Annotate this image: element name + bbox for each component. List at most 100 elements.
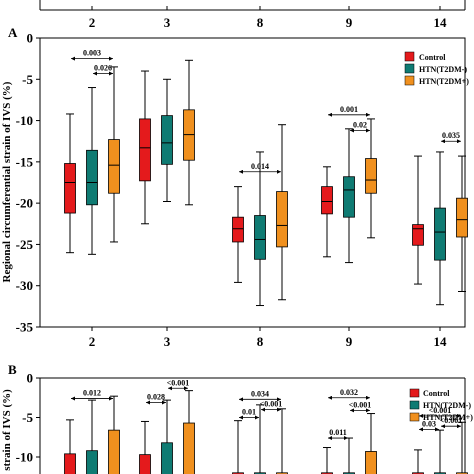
panel-a-x-tick-label: 14: [434, 334, 448, 349]
panel-a-y-tick-label: -25: [16, 237, 34, 252]
box-htn-t2dm-neg: [254, 151, 266, 307]
legend-swatch-htn-t2dm-pos: [409, 412, 420, 422]
box-control: [232, 420, 244, 474]
panel-a-x-tick-label: 9: [346, 334, 353, 349]
box-control: [412, 155, 424, 285]
legend-label-htn-t2dm-neg: HTN(T2DM-): [419, 65, 467, 74]
box-iqr: [456, 197, 468, 238]
panel-b-y-tick-label: -5: [22, 410, 33, 425]
legend-swatch-control: [409, 388, 420, 398]
box-iqr: [183, 422, 195, 474]
box-htn-t2dm-pos: [365, 413, 377, 474]
box-iqr: [343, 176, 355, 218]
panel-a-y-tick-label: -5: [22, 72, 33, 87]
significance-label: 0.01: [242, 408, 256, 417]
panel-a-y-axis-label: Regional circumferential strain of IVS (…: [1, 81, 13, 282]
box-htn-t2dm-neg: [254, 404, 266, 474]
box-iqr: [232, 472, 244, 474]
box-iqr: [108, 429, 120, 474]
significance-annotation: 0.026: [93, 64, 113, 76]
box-htn-t2dm-neg: [86, 87, 98, 255]
panel-a-y-tick-label: -20: [16, 196, 33, 211]
box-htn-t2dm-neg: [343, 437, 355, 474]
box-htn-t2dm-pos: [183, 59, 195, 206]
box-htn-t2dm-pos: [276, 408, 288, 474]
panel-a-label: A: [8, 25, 18, 40]
box-iqr: [412, 472, 424, 474]
panel-b-y-tick-label: 0: [27, 371, 34, 386]
panel-a-y-tick-label: -10: [16, 113, 33, 128]
significance-annotation: <0.001: [260, 400, 283, 412]
significance-label: 0.028: [147, 392, 165, 401]
box-control: [232, 186, 244, 283]
significance-annotation: 0.034: [239, 389, 281, 402]
box-control: [321, 447, 333, 474]
box-iqr: [64, 163, 76, 214]
box-iqr: [412, 224, 424, 246]
box-iqr: [321, 186, 333, 215]
box-control: [412, 449, 424, 474]
panel-b-label: B: [8, 362, 17, 377]
significance-annotation: <0.001: [167, 378, 190, 391]
legend-label-control: Control: [419, 53, 446, 62]
significance-annotation: 0.028: [146, 392, 166, 405]
box-iqr: [161, 115, 173, 165]
significance-label: 0.003: [83, 49, 101, 58]
significance-annotation: 0.03: [419, 419, 439, 432]
box-iqr: [254, 472, 266, 474]
significance-label: <0.001: [167, 378, 190, 387]
significance-label: 0.02: [353, 120, 367, 129]
significance-label: 0.012: [83, 389, 101, 398]
box-htn-t2dm-neg: [434, 151, 446, 306]
significance-label: <0.001: [440, 416, 463, 425]
box-iqr: [434, 472, 446, 474]
panel-a-y-tick-label: -35: [16, 320, 34, 335]
box-iqr: [86, 149, 98, 206]
panel-b-chart: strain of IVS (%) 0-5-10 0.012 0.028<0.00…: [1, 371, 473, 474]
box-htn-t2dm-pos: [276, 124, 288, 301]
panel-a-x-tick-label: 8: [257, 334, 264, 349]
box-htn-t2dm-pos: [108, 66, 120, 243]
box-control: [139, 420, 151, 474]
box-htn-t2dm-pos: [456, 421, 468, 474]
significance-annotation: 0.01: [239, 408, 259, 420]
top-strip-tick-label: 2: [89, 15, 96, 30]
box-iqr: [64, 453, 76, 474]
panel-a-y-tick-label: 0: [27, 31, 34, 46]
significance-label: 0.026: [94, 64, 112, 73]
top-strip-tick-label: 8: [257, 15, 264, 30]
top-strip-tick-label: 14: [434, 15, 448, 30]
top-strip-tick-label: 3: [164, 15, 171, 30]
significance-annotation: <0.001: [419, 406, 461, 418]
box-control: [139, 70, 151, 225]
significance-label: 0.034: [251, 389, 269, 398]
significance-annotation: 0.014: [239, 162, 281, 174]
top-strip: 2 3 8 9 14: [39, 0, 466, 30]
box-iqr: [456, 472, 468, 474]
box-iqr: [343, 472, 355, 474]
box-htn-t2dm-pos: [456, 155, 468, 292]
box-htn-t2dm-neg: [161, 78, 173, 202]
significance-label: <0.001: [260, 400, 283, 409]
significance-annotation: 0.032: [328, 388, 370, 400]
box-iqr: [365, 451, 377, 474]
panel-b-y-tick-label: -10: [16, 450, 33, 465]
legend-swatch-htn-t2dm-neg: [404, 63, 415, 74]
box-htn-t2dm-neg: [86, 399, 98, 474]
significance-annotation: <0.001: [349, 400, 371, 413]
box-iqr: [434, 207, 446, 261]
significance-annotation: <0.001: [440, 416, 463, 429]
legend-swatch-control: [404, 51, 415, 62]
box-iqr: [365, 158, 377, 194]
box-iqr: [139, 454, 151, 474]
box-iqr: [86, 450, 98, 474]
significance-annotation: 0.035: [441, 131, 461, 144]
significance-annotation: 0.003: [71, 49, 113, 61]
box-iqr: [254, 215, 266, 260]
legend-label-htn-t2dm-pos: HTN(T2DM+): [423, 413, 473, 422]
box-iqr: [321, 472, 333, 474]
box-htn-t2dm-neg: [434, 429, 446, 474]
significance-label: 0.03: [422, 419, 436, 428]
box-iqr: [139, 118, 151, 182]
